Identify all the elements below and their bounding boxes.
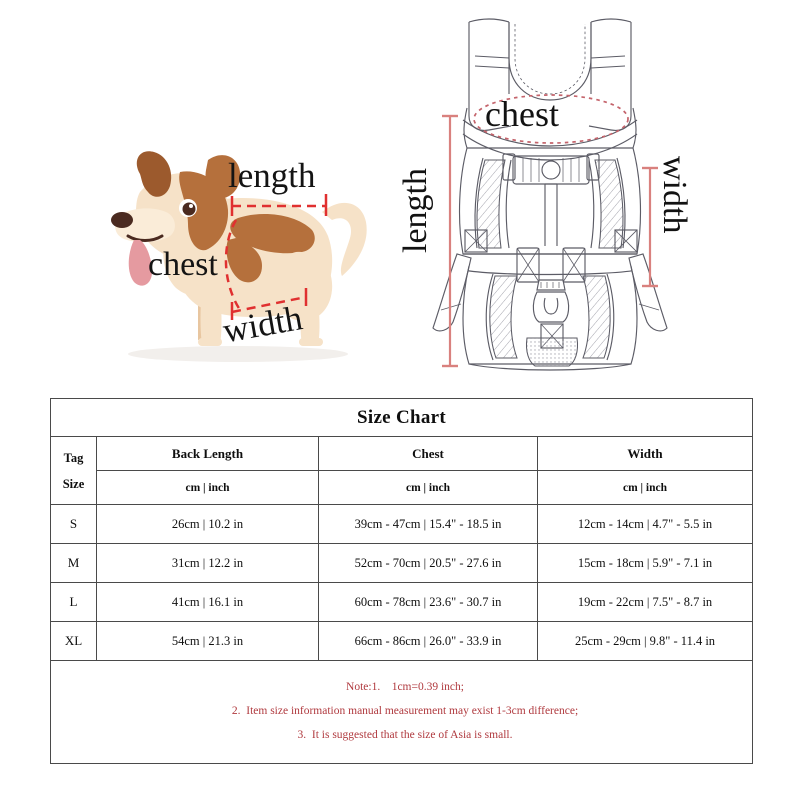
table-row: L 41cm | 16.1 in 60cm - 78cm | 23.6" - 3…: [50, 582, 754, 622]
notes-section: Note:1. 1cm=0.39 inch; 2. Item size info…: [49, 660, 754, 764]
chest-cell: 39cm - 47cm | 15.4" - 18.5 in: [318, 504, 538, 544]
table-notes-row: Note:1. 1cm=0.39 inch; 2. Item size info…: [49, 660, 754, 764]
unit-header-chest: cm | inch: [318, 470, 538, 505]
width-cell: 19cm - 22cm | 7.5" - 8.7 in: [536, 582, 754, 622]
back-length-cell: 31cm | 12.2 in: [96, 543, 319, 583]
unit-header-width: cm | inch: [536, 470, 754, 505]
size-cell: S: [50, 504, 97, 544]
table-row: XL 54cm | 21.3 in 66cm - 86cm | 26.0" - …: [50, 621, 754, 661]
illustration-area: length chest width: [0, 0, 800, 392]
tag-size-header: Tag Size: [50, 436, 97, 505]
size-cell: L: [50, 582, 97, 622]
back-length-cell: 41cm | 16.1 in: [96, 582, 319, 622]
unit-header-back-length: cm | inch: [96, 470, 319, 505]
width-cell: 25cm - 29cm | 9.8" - 11.4 in: [536, 621, 754, 661]
dog-drawing: [111, 151, 367, 362]
note-line-2: 2. Item size information manual measurem…: [231, 705, 579, 717]
chest-cell: 60cm - 78cm | 23.6" - 30.7 in: [318, 582, 538, 622]
chest-cell: 66cm - 86cm | 26.0" - 33.9 in: [318, 621, 538, 661]
width-cell: 15cm - 18cm | 5.9" - 7.1 in: [536, 543, 754, 583]
dog-chest-label: chest: [148, 246, 218, 283]
carrier-drawing: [432, 18, 668, 371]
carrier-width-label: width: [656, 156, 693, 234]
tag-label: Tag: [63, 450, 84, 465]
table-unit-row: cm | inch cm | inch cm | inch: [51, 470, 754, 505]
carrier-illustration: chest length width: [397, 8, 705, 383]
size-chart-title: Size Chart: [49, 398, 754, 437]
column-header-width: Width: [536, 436, 754, 471]
size-cell: M: [50, 543, 97, 583]
back-length-cell: 26cm | 10.2 in: [96, 504, 319, 544]
table-title-row: Size Chart: [49, 398, 754, 437]
size-cell: XL: [50, 621, 97, 661]
width-cell: 12cm - 14cm | 4.7" - 5.5 in: [536, 504, 754, 544]
dog-length-label: length: [228, 156, 316, 195]
note-line-1: Note:1. 1cm=0.39 inch;: [346, 681, 464, 693]
size-chart-container: Size Chart Tag Size Back Length Chest Wi…: [49, 398, 754, 764]
table-header-row: Tag Size Back Length Chest Width: [50, 436, 754, 505]
carrier-chest-label: chest: [485, 94, 559, 134]
size-chart-table: Size Chart Tag Size Back Length Chest Wi…: [49, 398, 754, 764]
column-header-back-length: Back Length: [96, 436, 319, 471]
dog-illustration: length chest width: [110, 140, 380, 385]
column-header-chest: Chest: [318, 436, 538, 471]
chest-cell: 52cm - 70cm | 20.5" - 27.6 in: [318, 543, 538, 583]
table-row: M 31cm | 12.2 in 52cm - 70cm | 20.5" - 2…: [50, 543, 754, 583]
size-label: Size: [62, 476, 85, 491]
table-row: S 26cm | 10.2 in 39cm - 47cm | 15.4" - 1…: [50, 504, 754, 544]
carrier-length-label: length: [397, 168, 434, 253]
back-length-cell: 54cm | 21.3 in: [96, 621, 319, 661]
note-line-3: 3. It is suggested that the size of Asia…: [297, 729, 513, 741]
